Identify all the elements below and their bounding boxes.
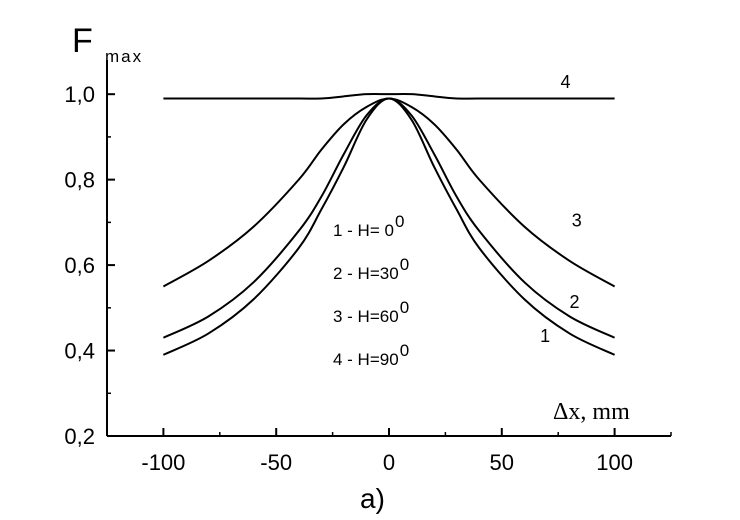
- y-tick-label: 0,4: [64, 339, 95, 364]
- legend-entry: 2 - H=30 0: [333, 255, 409, 283]
- legend-entry-superscript: 0: [395, 212, 404, 231]
- legend-entry-text: 3 - H=60: [333, 307, 399, 326]
- axes: [106, 60, 671, 437]
- legend-entry-text: 4 - H=90: [333, 350, 399, 369]
- legend-entry-superscript: 0: [400, 298, 409, 317]
- curve-labels: 12 3 4: [540, 72, 582, 346]
- legend-entry: 3 - H=60 0: [333, 298, 409, 326]
- y-tick-label: 0,6: [64, 253, 95, 278]
- x-tick-label: -50: [260, 450, 292, 475]
- legend-entry-text: 1 - H= 0: [333, 221, 394, 240]
- series-line-3: [162, 97, 616, 288]
- curve-label-4: 4: [560, 72, 570, 92]
- legend-entry: 4 - H=90 0: [333, 341, 409, 369]
- series-lines: [162, 93, 616, 356]
- curve-label-3: 3: [572, 211, 582, 231]
- x-axis-title: Δx, mm: [553, 399, 630, 425]
- legend: 1 - H= 0 02 - H=30 03 - H=60 04 - H=90 0: [333, 212, 409, 369]
- x-tick-label: 50: [490, 450, 514, 475]
- y-tick-label: 0,8: [64, 168, 95, 193]
- series-line-2: [162, 97, 616, 339]
- legend-entry-superscript: 0: [400, 341, 409, 360]
- y-tick-label: 1,0: [64, 82, 95, 107]
- axis-ticks: [106, 93, 672, 437]
- x-tick-label: 100: [596, 450, 633, 475]
- x-tick-label: -100: [141, 450, 185, 475]
- series-line-4: [163, 93, 615, 100]
- panel-label: a): [360, 483, 385, 514]
- legend-entry-text: 2 - H=30: [333, 264, 399, 283]
- x-tick-label: 0: [383, 450, 395, 475]
- y-tick-label: 0,2: [64, 424, 95, 449]
- legend-entry-superscript: 0: [400, 255, 409, 274]
- curve-label-2: 2: [569, 292, 579, 312]
- y-axis-title: F: [72, 22, 93, 60]
- y-axis-title-subscript: max: [105, 47, 143, 66]
- curve-label-1: 1: [540, 326, 550, 346]
